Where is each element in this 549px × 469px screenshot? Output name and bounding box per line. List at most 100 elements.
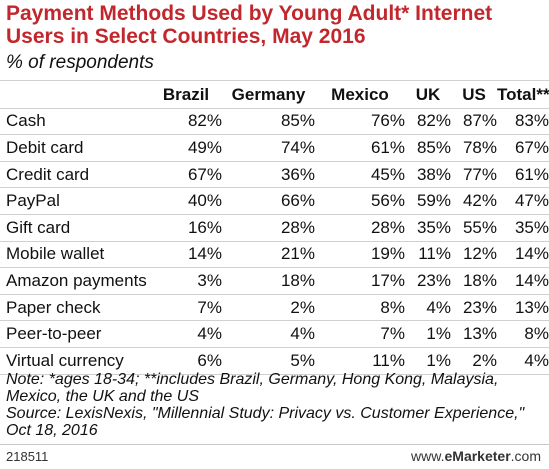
data-cell: 85% (280, 111, 315, 131)
column-header: US (462, 84, 486, 104)
row-label: Credit card (6, 164, 90, 184)
data-cell: 14% (514, 244, 549, 264)
data-cell: 67% (514, 137, 549, 157)
data-cell: 1% (426, 324, 451, 344)
chart-id: 218511 (6, 449, 49, 464)
data-cell: 13% (462, 324, 497, 344)
data-cell: 8% (524, 324, 549, 344)
table-row: Amazon payments 3% 18% 17% 23% 18% 14% (0, 268, 549, 295)
row-label: Amazon payments (6, 270, 147, 290)
data-cell: 18% (280, 270, 315, 290)
column-header: Total** (497, 84, 549, 104)
table-body: Cash 82% 85% 76% 82% 87% 83% Debit card 49% 74% 61… (0, 108, 549, 375)
data-table: Brazil Germany Mexico UK US Total** Cash… (0, 82, 549, 375)
data-cell: 7% (197, 297, 222, 317)
brand-logo: www.eMarketer.com (411, 448, 541, 464)
row-label: Virtual currency (6, 350, 124, 370)
table-row: Virtual currency 6% 5% 11% 1% 2% 4% (0, 347, 549, 375)
data-cell: 36% (280, 164, 315, 184)
data-cell: 4% (197, 324, 222, 344)
data-cell: 12% (462, 244, 497, 264)
source-text: Source: LexisNexis, "Millennial Study: P… (6, 405, 525, 422)
data-cell: 13% (514, 297, 549, 317)
data-cell: 40% (187, 191, 222, 211)
table-row: Mobile wallet 14% 21% 19% 11% 12% 14% (0, 241, 549, 268)
row-label: Mobile wallet (6, 244, 105, 264)
table-row: Peer-to-peer 4% 4% 7% 1% 13% 8% (0, 321, 549, 348)
data-cell: 21% (280, 244, 315, 264)
data-cell: 18% (462, 270, 497, 290)
column-header: Mexico (331, 84, 389, 104)
data-cell: 1% (426, 350, 451, 370)
data-cell: 85% (416, 137, 451, 157)
data-cell: 82% (187, 111, 222, 131)
brand-name: eMarketer (444, 448, 511, 464)
data-cell: 4% (290, 324, 315, 344)
data-cell: 78% (462, 137, 497, 157)
data-cell: 35% (514, 217, 549, 237)
data-cell: 56% (370, 191, 405, 211)
data-cell: 2% (290, 297, 315, 317)
data-cell: 87% (462, 111, 497, 131)
data-cell: 14% (514, 270, 549, 290)
note-text: Note: *ages 18-34; **includes Brazil, Ge… (6, 371, 499, 388)
data-cell: 49% (187, 137, 222, 157)
row-label: Debit card (6, 137, 84, 157)
table-row: PayPal 40% 66% 56% 59% 42% 47% (0, 188, 549, 215)
data-cell: 83% (514, 111, 549, 131)
data-cell: 55% (462, 217, 497, 237)
data-cell: 11% (418, 244, 451, 264)
data-cell: 23% (416, 270, 451, 290)
table-row: Paper check 7% 2% 8% 4% 23% 13% (0, 294, 549, 321)
chart-subtitle: % of respondents (6, 52, 154, 73)
data-cell: 6% (197, 350, 222, 370)
data-cell: 42% (462, 191, 497, 211)
data-cell: 11% (372, 350, 405, 370)
column-header: UK (415, 84, 441, 104)
row-label: Peer-to-peer (6, 324, 102, 344)
data-cell: 7% (380, 324, 405, 344)
row-label-header (0, 82, 150, 108)
header-row: Brazil Germany Mexico UK US Total** (0, 82, 549, 108)
data-cell: 8% (380, 297, 405, 317)
source-text: Oct 18, 2016 (6, 422, 98, 439)
data-cell: 77% (462, 164, 497, 184)
row-label: Paper check (6, 297, 101, 317)
data-cell: 66% (280, 191, 315, 211)
data-cell: 67% (187, 164, 222, 184)
data-cell: 14% (187, 244, 222, 264)
notes-block: Note: *ages 18-34; **includes Brazil, Ge… (6, 371, 546, 439)
data-cell: 28% (370, 217, 405, 237)
data-cell: 38% (416, 164, 451, 184)
column-header: Germany (231, 84, 306, 104)
row-label: PayPal (6, 191, 60, 211)
data-cell: 2% (472, 350, 497, 370)
note-text: Mexico, the UK and the US (6, 388, 199, 405)
data-cell: 4% (426, 297, 451, 317)
data-cell: 47% (514, 191, 549, 211)
table-row: Credit card 67% 36% 45% 38% 77% 61% (0, 161, 549, 188)
data-cell: 82% (416, 111, 451, 131)
data-cell: 4% (524, 350, 549, 370)
data-cell: 76% (370, 111, 405, 131)
chart-title: Payment Methods Used by Young Adult* Int… (6, 2, 493, 48)
row-label: Gift card (6, 217, 71, 237)
header-divider (0, 80, 549, 81)
footer: 218511 www.eMarketer.com (0, 444, 549, 469)
brand-suffix: .com (510, 448, 541, 464)
data-cell: 61% (514, 164, 549, 184)
data-cell: 5% (290, 350, 315, 370)
row-label: Cash (6, 111, 46, 131)
data-cell: 16% (187, 217, 222, 237)
data-cell: 45% (370, 164, 405, 184)
data-cell: 28% (280, 217, 315, 237)
brand-prefix: www. (411, 448, 445, 464)
data-cell: 74% (280, 137, 315, 157)
data-cell: 3% (197, 270, 222, 290)
table-row: Debit card 49% 74% 61% 85% 78% 67% (0, 135, 549, 162)
data-cell: 17% (370, 270, 405, 290)
table-row: Cash 82% 85% 76% 82% 87% 83% (0, 108, 549, 135)
data-cell: 35% (416, 217, 451, 237)
table-row: Gift card 16% 28% 28% 35% 55% 35% (0, 214, 549, 242)
column-header: Brazil (162, 84, 210, 104)
